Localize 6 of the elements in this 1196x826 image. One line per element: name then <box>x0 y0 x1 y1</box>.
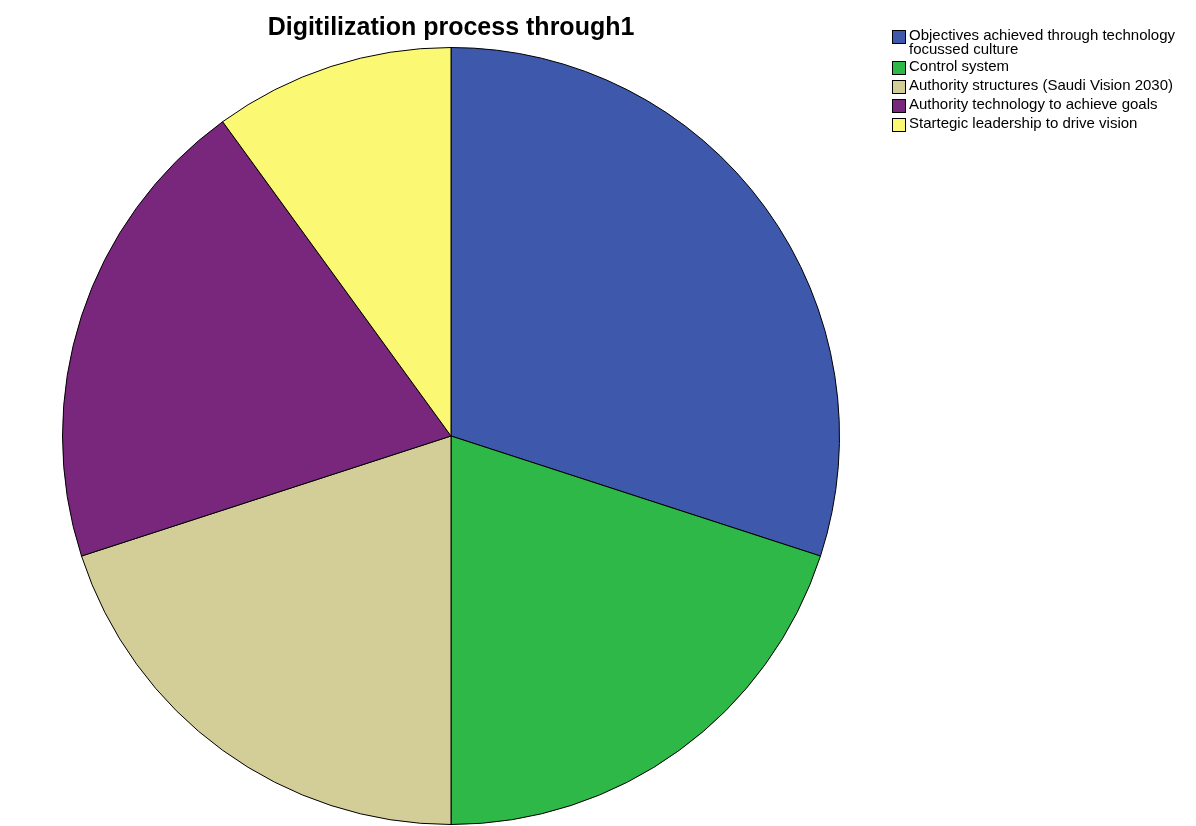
legend-label: Startegic leadership to drive vision <box>909 114 1138 131</box>
legend-label: Control system <box>909 57 1010 74</box>
legend-label: Authority structures (Saudi Vision 2030) <box>909 76 1174 93</box>
legend-label: Objectives achieved through technology focussed culture <box>909 26 1176 57</box>
legend-label: Authority technology to achieve goals <box>909 95 1158 112</box>
chart-title: Digitilization process through1 <box>266 12 636 41</box>
